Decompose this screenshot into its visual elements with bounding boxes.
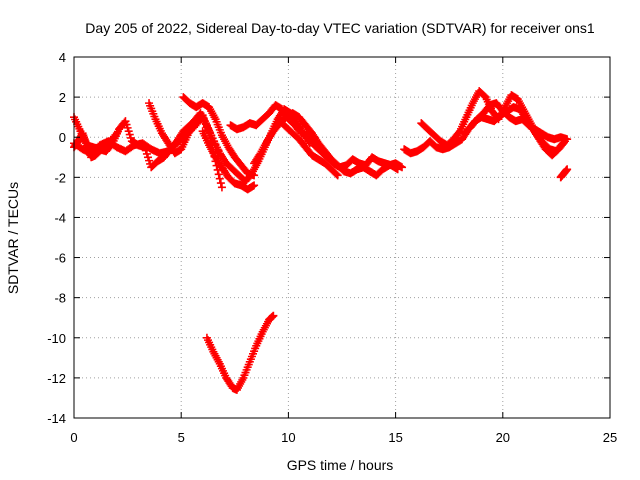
data-point-markers	[460, 99, 572, 144]
x-tick-label: 5	[178, 430, 185, 445]
y-tick-label: 0	[59, 130, 66, 145]
y-tick-label: -2	[54, 170, 66, 185]
axis-ticks: 0 5 10 15 20 25 -14 -12 -10 -8 -6 -4 -2 0 2 4	[47, 50, 617, 445]
y-tick-label: -8	[54, 291, 66, 306]
series-track-m	[556, 165, 572, 182]
y-tick-label: -14	[47, 411, 66, 426]
y-tick-label: 4	[59, 50, 66, 65]
x-tick-label: 10	[281, 430, 295, 445]
data-point-markers	[275, 117, 342, 180]
plot-frame	[73, 56, 611, 419]
data-point-markers	[250, 109, 407, 180]
x-tick-label: 15	[388, 430, 402, 445]
data-point-markers	[179, 93, 259, 180]
x-tick-label: 0	[70, 430, 77, 445]
chart-title: Day 205 of 2022, Sidereal Day-to-day VTE…	[85, 20, 595, 36]
y-tick-label: -6	[54, 251, 66, 266]
series-track-n	[202, 311, 278, 394]
y-tick-label: -10	[47, 331, 66, 346]
x-axis-title: GPS time / hours	[287, 457, 394, 473]
series-track-h	[250, 109, 407, 180]
data-points	[70, 87, 572, 394]
x-tick-label: 25	[603, 430, 617, 445]
series-track-i	[275, 117, 342, 180]
x-tick-label: 20	[496, 430, 510, 445]
series-track-e	[179, 93, 259, 180]
y-tick-label: -4	[54, 210, 66, 225]
series-track-l	[460, 99, 572, 144]
data-point-markers	[202, 311, 278, 394]
grid	[74, 57, 610, 418]
y-tick-label: -12	[47, 371, 66, 386]
data-point-markers	[556, 165, 572, 182]
series-track-f	[198, 127, 259, 194]
y-tick-label: 2	[59, 90, 66, 105]
data-point-markers	[198, 127, 259, 194]
y-axis-title: SDTVAR / TECUs	[5, 182, 21, 294]
